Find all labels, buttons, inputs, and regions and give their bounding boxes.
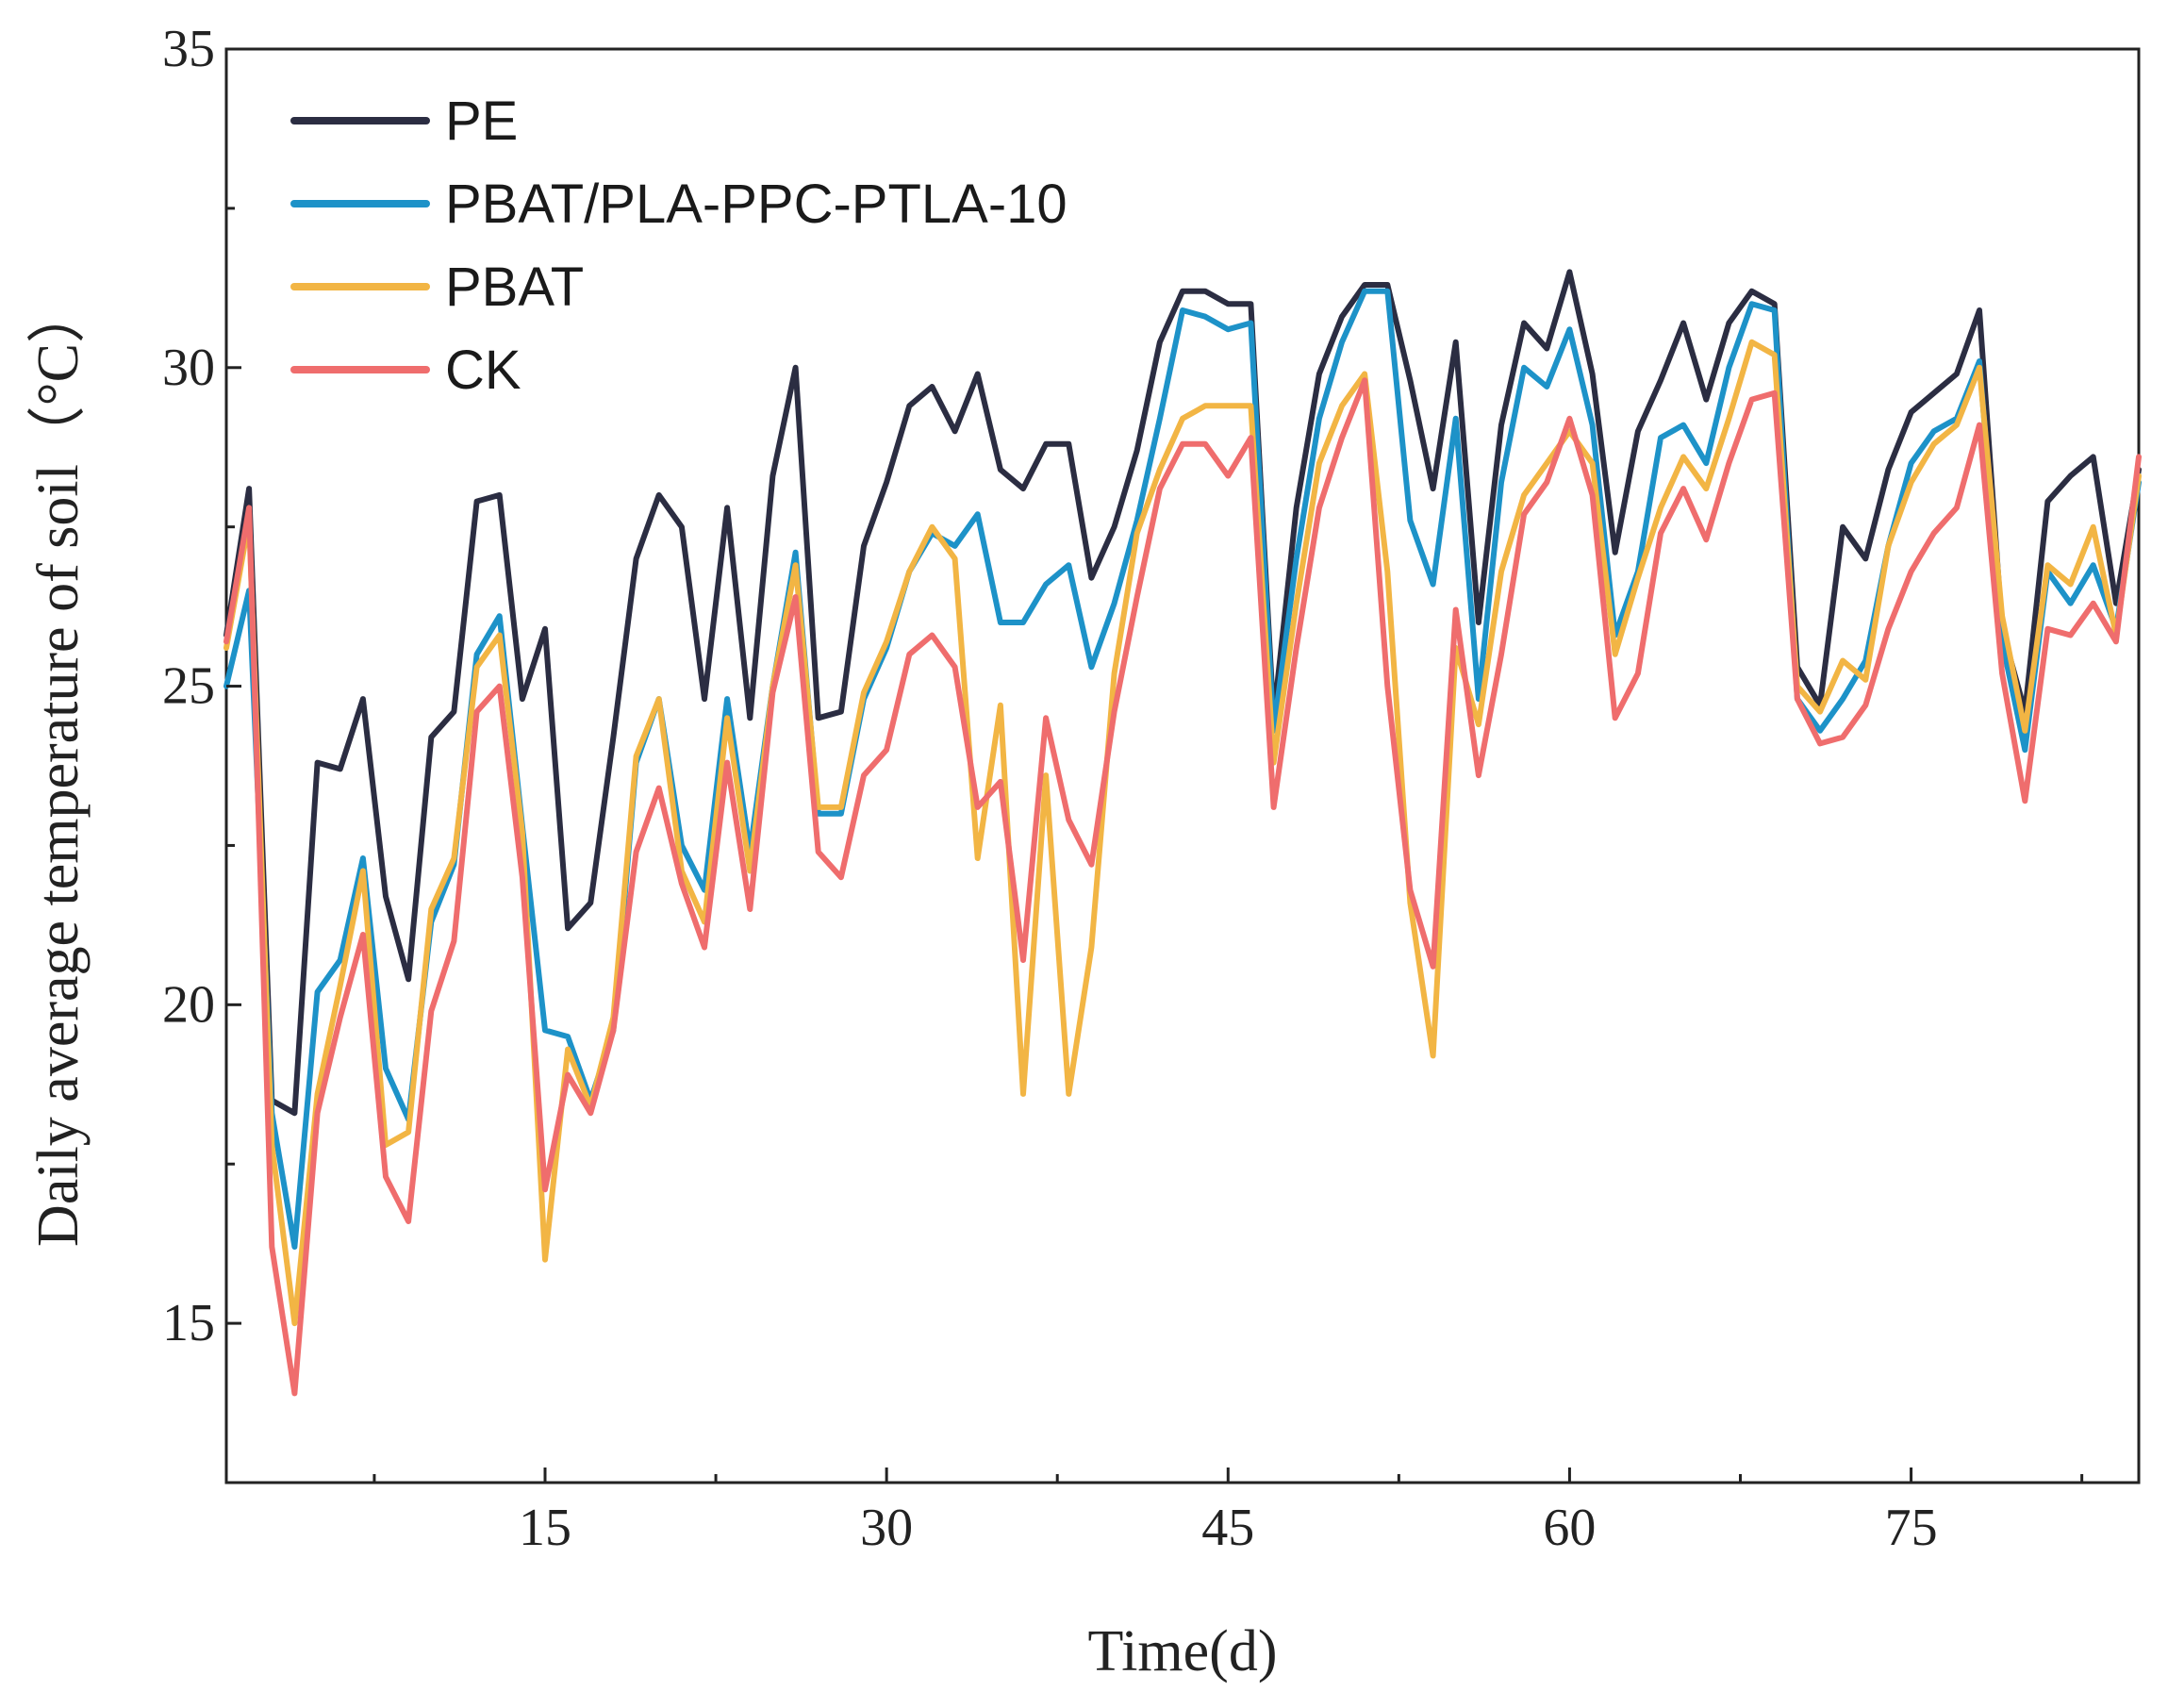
x-axis-ticks: 15 30 45 60 75 bbox=[372, 1468, 2084, 1557]
x-tick-label: 15 bbox=[519, 1499, 571, 1557]
y-tick-label: 35 bbox=[162, 20, 215, 78]
x-tick-label: 30 bbox=[860, 1499, 913, 1557]
legend-label-3: CK bbox=[445, 340, 521, 401]
x-axis-title: Time(d) bbox=[1088, 1619, 1278, 1683]
series-line-2 bbox=[223, 339, 2142, 1327]
legend: PE PBAT/PLA-PPC-PTLA-10 PBAT CK bbox=[290, 91, 1067, 401]
y-axis-title: Daily average temperature of soil（°C） bbox=[26, 285, 91, 1247]
series-line-3 bbox=[223, 377, 2142, 1397]
y-tick-label: 30 bbox=[162, 339, 215, 397]
legend-label-0: PE bbox=[445, 91, 518, 152]
x-tick-label: 75 bbox=[1885, 1499, 1938, 1557]
plot-frame bbox=[224, 47, 2141, 1484]
legend-label-2: PBAT bbox=[445, 257, 584, 318]
x-tick-label: 60 bbox=[1543, 1499, 1596, 1557]
x-tick-label: 45 bbox=[1201, 1499, 1254, 1557]
y-axis-ticks: 15 20 25 30 35 bbox=[162, 20, 241, 1484]
y-tick-label: 20 bbox=[162, 975, 215, 1034]
legend-label-1: PBAT/PLA-PPC-PTLA-10 bbox=[445, 174, 1067, 235]
y-tick-label: 15 bbox=[162, 1294, 215, 1352]
series-line-1 bbox=[223, 288, 2142, 1250]
y-tick-label: 25 bbox=[162, 657, 215, 716]
series-layer bbox=[223, 269, 2142, 1397]
